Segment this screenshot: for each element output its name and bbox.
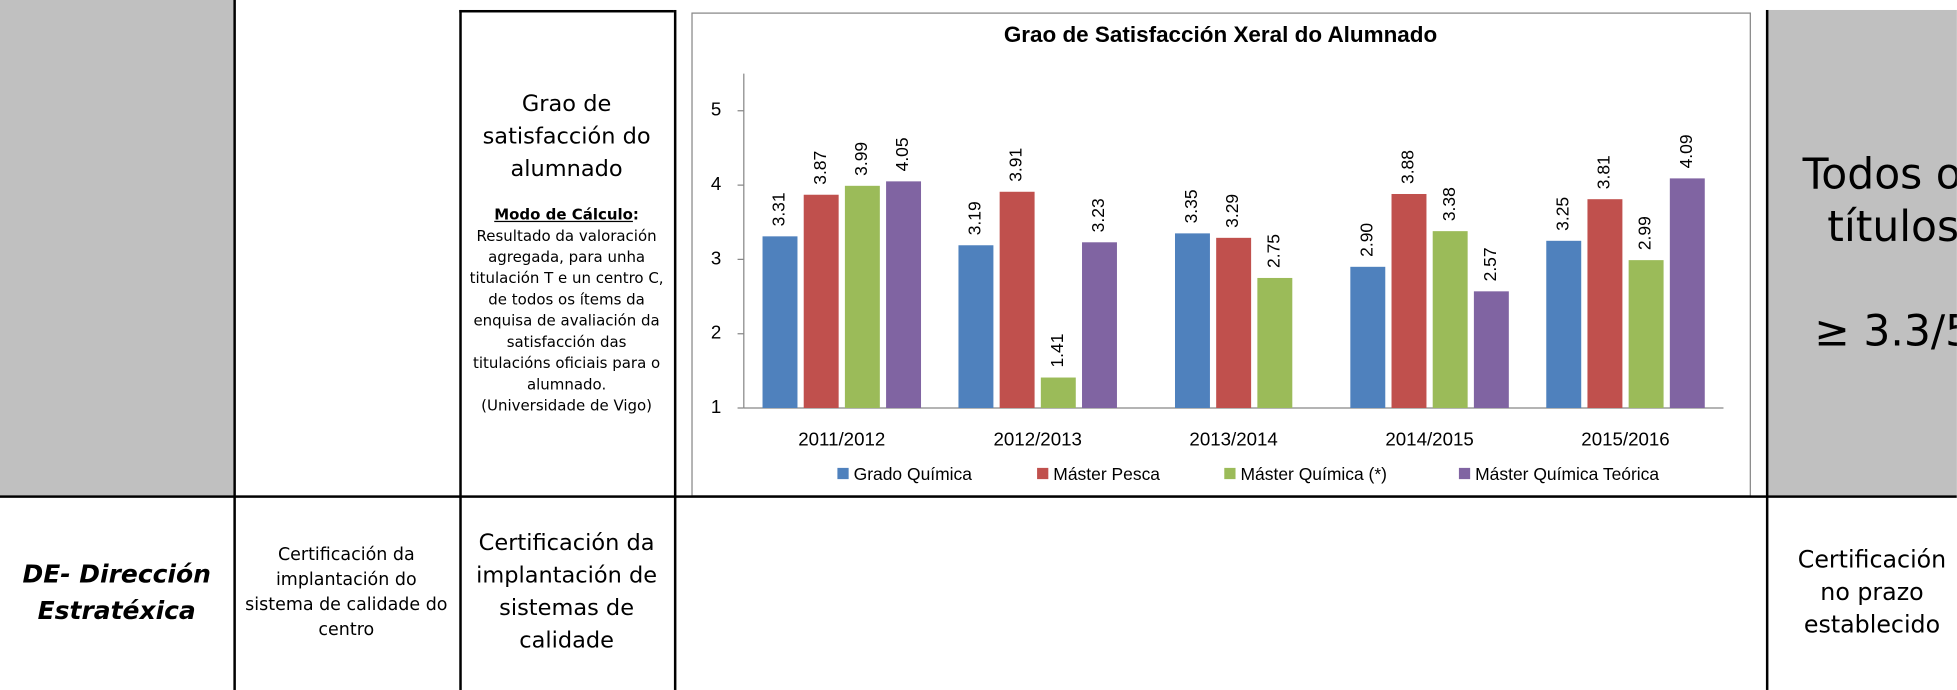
- bar: [844, 185, 880, 408]
- chart: Grao de Satisfacción Xeral do Alumnado 1…: [691, 12, 1751, 497]
- bar: [886, 181, 922, 408]
- data-label: 3.23: [1088, 198, 1108, 232]
- data-label: 2.75: [1263, 234, 1283, 268]
- border: [673, 9, 676, 690]
- legend-label: Grado Química: [854, 464, 973, 484]
- data-label: 2.57: [1480, 247, 1500, 281]
- y-tick-label: 2: [711, 322, 721, 343]
- data-label: 3.25: [1552, 197, 1572, 231]
- data-label: 2.99: [1635, 216, 1655, 250]
- bar: [1628, 260, 1664, 408]
- method-source: (Universidade de Vigo): [481, 396, 653, 415]
- data-label: 4.05: [892, 137, 912, 171]
- data-label: 2.90: [1356, 223, 1376, 257]
- legend-label: Máster Pesca: [1053, 464, 1160, 484]
- chart-cell: Grao de Satisfacción Xeral do Alumnado 1…: [674, 0, 1766, 497]
- target-scope: Todos os títulos: [1802, 149, 1957, 252]
- data-label: 4.09: [1676, 134, 1696, 168]
- bar: [958, 245, 994, 408]
- bar: [762, 236, 798, 408]
- bar: [1546, 240, 1582, 408]
- legend-swatch: [1224, 467, 1236, 480]
- indicator: Certificación da implantación de sistema…: [476, 530, 658, 654]
- procedure: Certificación da implantación do sistema…: [245, 545, 448, 641]
- data-label: 3.81: [1594, 155, 1614, 189]
- bar: [1391, 193, 1427, 408]
- bar: [1350, 266, 1386, 408]
- data-label: 3.19: [965, 201, 985, 235]
- bar: [1082, 242, 1117, 408]
- bar: [999, 191, 1035, 408]
- x-tick-label: 2015/2016: [1581, 428, 1669, 449]
- y-tick-label: 3: [711, 247, 721, 268]
- data-label: 3.88: [1398, 150, 1418, 184]
- legend-label: Máster Química Teórica: [1475, 464, 1659, 484]
- legend-swatch: [837, 467, 849, 480]
- method-label: Modo de Cálculo: [494, 205, 633, 224]
- bar: [1432, 231, 1468, 408]
- bar: [1216, 237, 1252, 408]
- legend-label: Máster Química (*): [1241, 464, 1387, 484]
- y-tick-label: 1: [711, 396, 721, 417]
- bar: [1587, 199, 1623, 408]
- border: [459, 9, 674, 12]
- bar: [803, 194, 839, 408]
- border: [233, 0, 236, 690]
- chart-title: Grao de Satisfacción Xeral do Alumnado: [1004, 22, 1437, 47]
- border: [459, 9, 462, 690]
- legend-swatch: [1037, 467, 1049, 480]
- data-label: 3.38: [1439, 187, 1459, 221]
- legend-swatch: [1458, 467, 1471, 480]
- border: [1765, 9, 1768, 690]
- y-tick-label: 4: [711, 173, 721, 194]
- border: [0, 495, 1957, 498]
- data-label: 3.99: [851, 142, 871, 176]
- method-text: Resultado da valoración agregada, para u…: [469, 227, 664, 394]
- x-tick-label: 2012/2013: [993, 428, 1081, 449]
- y-tick-label: 5: [711, 99, 721, 120]
- x-tick-label: 2014/2015: [1385, 428, 1473, 449]
- data-label: 3.29: [1222, 194, 1242, 228]
- x-tick-label: 2011/2012: [798, 428, 885, 449]
- data-label: 1.41: [1047, 334, 1067, 368]
- indicator-title: Grao de satisfacción do alumnado: [482, 91, 651, 183]
- dimension: DE- Dirección Estratéxica: [22, 558, 211, 626]
- x-tick-label: 2013/2014: [1189, 428, 1277, 449]
- method-heading: Modo de Cálculo:: [494, 203, 639, 225]
- bar: [1669, 178, 1705, 408]
- data-label: 3.35: [1181, 189, 1201, 223]
- procedure-cell: [233, 0, 459, 495]
- data-label: 3.91: [1006, 148, 1026, 182]
- bar: [1257, 277, 1293, 408]
- data-label: 3.87: [810, 151, 830, 185]
- target-cell: Todos os títulos ≥ 3.3/5: [1765, 9, 1957, 496]
- dimension-cell: [0, 0, 234, 496]
- target: Certificación no prazo establecido: [1797, 546, 1947, 639]
- target-threshold: ≥ 3.3/5: [1814, 306, 1957, 357]
- bar: [1040, 377, 1076, 408]
- method-colon: :: [632, 205, 639, 224]
- bar: [1174, 233, 1210, 408]
- bar: [1473, 291, 1509, 408]
- data-label: 3.31: [769, 192, 789, 226]
- indicator-cell: Grao de satisfacción do alumnado Modo de…: [459, 10, 674, 495]
